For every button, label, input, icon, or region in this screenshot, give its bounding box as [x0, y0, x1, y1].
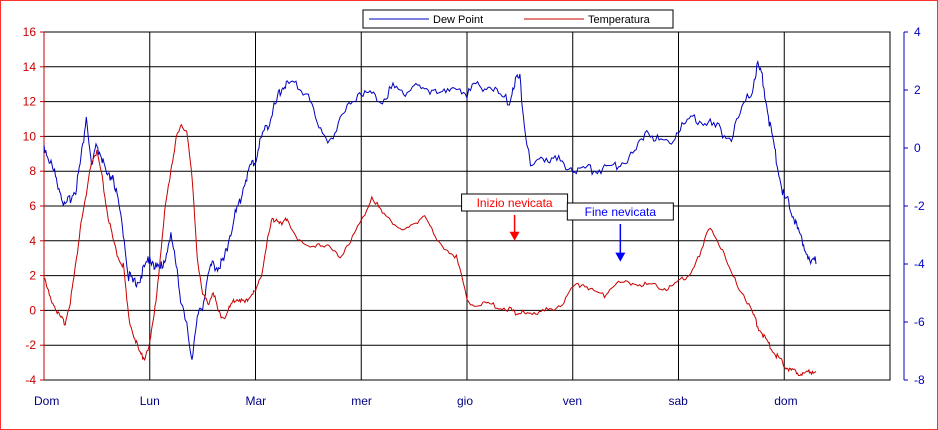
right-axis-tick-label: 4: [914, 25, 921, 39]
right-axis-tick-label: 0: [914, 141, 921, 155]
left-axis-tick-label: -2: [25, 338, 36, 352]
annotation-arrow-head: [615, 252, 626, 262]
x-axis-tick-label: Lun: [140, 394, 160, 408]
right-axis-tick-label: -6: [914, 315, 925, 329]
x-axis-tick-label: Mar: [246, 394, 267, 408]
left-axis-tick-label: 8: [29, 164, 36, 178]
left-axis-tick-label: 4: [29, 234, 36, 248]
right-axis-tick-label: 2: [914, 83, 921, 97]
left-axis-tick-label: 2: [29, 269, 36, 283]
x-axis-tick-label: ven: [563, 394, 582, 408]
right-axis-tick-label: -2: [914, 199, 925, 213]
dew-point-line: [43, 59, 817, 360]
legend-entry-label: Dew Point: [433, 14, 483, 26]
annotation-arrow-head: [509, 231, 520, 241]
x-axis-tick-label: Dom: [34, 394, 59, 408]
x-axis-tick-label: mer: [351, 394, 372, 408]
left-axis-tick-label: 6: [29, 199, 36, 213]
inizio-nevicata-label: Inizio nevicata: [477, 196, 553, 210]
legend-entry-label: Temperatura: [588, 14, 651, 26]
x-axis-tick-label: dom: [774, 394, 797, 408]
left-axis-tick-label: 14: [23, 60, 37, 74]
temperatura-line: [43, 123, 817, 377]
x-axis-tick-label: sab: [669, 394, 689, 408]
left-axis-tick-label: 0: [29, 303, 36, 317]
legend-box: [362, 9, 674, 29]
right-axis-tick-label: -4: [914, 257, 925, 271]
left-axis-tick-label: 12: [23, 95, 37, 109]
fine-nevicata-label: Fine nevicata: [585, 205, 657, 219]
left-axis-tick-label: 16: [23, 25, 37, 39]
x-axis-tick-label: gio: [457, 394, 473, 408]
left-axis-tick-label: -4: [25, 373, 36, 387]
fine-nevicata-box: [566, 202, 674, 221]
right-axis-tick-label: -8: [914, 373, 925, 387]
left-axis-tick-label: 10: [23, 129, 37, 143]
